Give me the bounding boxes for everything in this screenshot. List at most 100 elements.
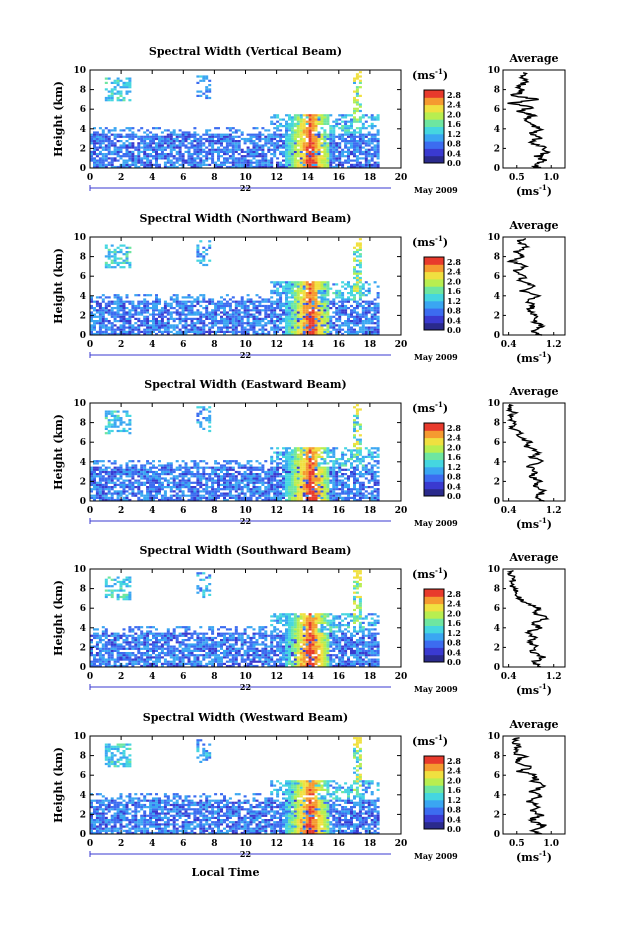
heatmap-cell: [314, 304, 318, 308]
heatmap-cell: [146, 320, 150, 323]
heatmap-cell: [104, 153, 108, 156]
heatmap-cell: [122, 322, 126, 325]
heatmap-cell: [193, 462, 197, 465]
heatmap-cell: [107, 304, 111, 308]
heatmap-cell: [160, 481, 164, 484]
heatmap-cell: [255, 486, 259, 489]
heatmap-cell: [231, 159, 235, 162]
heatmap-cell: [358, 163, 362, 166]
heatmap-cell: [220, 300, 223, 303]
heatmap-cell: [125, 135, 129, 138]
heatmap-cell: [373, 165, 377, 169]
heatmap-cell: [140, 475, 144, 478]
heatmap-cell: [344, 155, 348, 158]
heatmap-cell: [299, 477, 303, 480]
heatmap-cell: [258, 475, 262, 478]
heatmap-cell: [149, 161, 153, 164]
heatmap-cell: [279, 140, 283, 143]
heatmap-cell: [296, 292, 300, 295]
heatmap-cell: [326, 307, 330, 310]
heatmap-cell: [338, 137, 342, 141]
heatmap-cell: [172, 294, 176, 297]
heatmap-cell: [113, 328, 117, 331]
heatmap-cell: [225, 320, 229, 323]
heatmap-cell: [317, 483, 321, 486]
heatmap-cell: [237, 148, 241, 151]
heatmap-cell: [225, 330, 229, 333]
heatmap-cell: [376, 332, 380, 336]
heatmap-cell: [311, 486, 315, 489]
heatmap-cell: [290, 140, 294, 143]
heatmap-cell: [90, 313, 93, 316]
heatmap-cell: [217, 133, 220, 136]
heatmap-cell: [285, 300, 288, 303]
average-frame: [502, 236, 566, 336]
heatmap-cell: [214, 313, 218, 316]
heatmap-cell: [199, 473, 203, 476]
heatmap-cell: [273, 494, 277, 497]
heatmap-cell: [228, 307, 232, 310]
heatmap-cell: [293, 146, 297, 149]
colorbar-unit-exp: -1: [435, 67, 443, 76]
heatmap-cell: [288, 307, 291, 310]
heatmap-cell: [335, 313, 339, 316]
heatmap-cell: [290, 464, 294, 467]
heatmap-cell: [373, 330, 377, 333]
heatmap-cell: [323, 296, 327, 299]
heatmap-cell: [128, 137, 132, 141]
heatmap-cell: [288, 498, 291, 502]
heatmap-cell: [270, 483, 274, 486]
heatmap-cell: [296, 131, 300, 134]
heatmap-cell: [344, 150, 348, 153]
heatmap-cell: [125, 468, 129, 471]
heatmap-cell: [347, 460, 350, 463]
heatmap-cell: [93, 133, 96, 136]
heatmap-cell: [347, 317, 350, 320]
heatmap-cell: [350, 114, 353, 117]
heatmap-cell: [231, 163, 235, 166]
colorbar-frame: [423, 256, 445, 331]
heatmap-cell: [302, 287, 306, 290]
heatmap-cell: [211, 470, 215, 474]
heatmap-cell: [234, 157, 238, 160]
heatmap-cell: [211, 146, 215, 149]
heatmap-cell: [98, 477, 102, 480]
heatmap-cell: [140, 307, 144, 310]
heatmap-cell: [347, 458, 350, 461]
heatmap-cell: [276, 307, 280, 310]
heatmap-cell: [279, 163, 283, 166]
heatmap-cell: [119, 473, 123, 476]
heatmap-cell: [155, 298, 158, 301]
heatmap-cell: [338, 296, 342, 299]
heatmap-cell: [320, 307, 324, 310]
heatmap-cell: [285, 289, 288, 292]
heatmap-cell: [110, 315, 114, 318]
heatmap-cell: [285, 475, 288, 478]
heatmap-cell: [338, 289, 342, 292]
heatmap-cell: [320, 302, 324, 305]
heatmap-cell: [137, 488, 141, 491]
heatmap-cell: [311, 455, 315, 458]
heatmap-cell: [175, 150, 179, 153]
heatmap-cell: [131, 131, 135, 134]
heatmap-cell: [143, 131, 147, 134]
heatmap-cell: [288, 320, 291, 323]
heatmap-cell: [335, 163, 339, 166]
heatmap-cell: [190, 146, 194, 149]
heatmap-cell: [113, 257, 117, 260]
heatmap-cell: [128, 144, 132, 147]
heatmap-cell: [302, 292, 306, 295]
heatmap-cell: [134, 159, 138, 162]
heatmap-cell: [323, 481, 327, 484]
heatmap-cell: [166, 159, 170, 162]
heatmap-cell: [237, 135, 241, 138]
heatmap-cell: [267, 146, 271, 149]
y-tick-label: 2: [80, 144, 86, 154]
heatmap-cell: [299, 470, 303, 474]
heatmap-cell: [273, 488, 277, 491]
heatmap-cell: [158, 163, 161, 166]
heatmap-cell: [314, 315, 318, 318]
heatmap-cell: [308, 289, 312, 292]
heatmap-cell: [347, 498, 350, 502]
heatmap-cell: [282, 466, 285, 469]
